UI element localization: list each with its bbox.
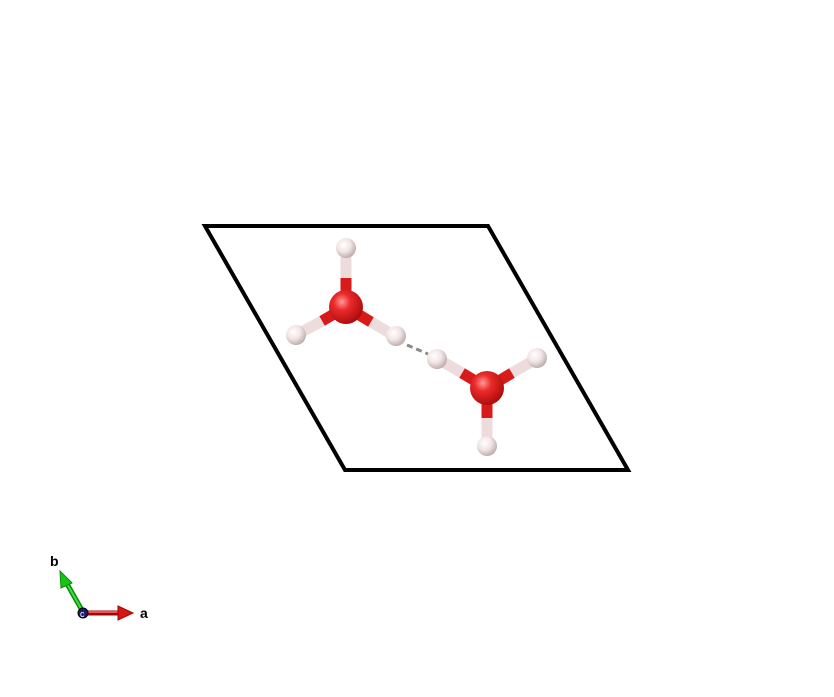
hydrogen-atom[interactable] xyxy=(477,436,497,456)
hydrogen-atom[interactable] xyxy=(336,238,356,258)
hydrogen-atom[interactable] xyxy=(286,325,306,345)
hydrogen-atom[interactable] xyxy=(386,326,406,346)
c-axis-origin xyxy=(77,607,89,619)
oxygen-atom[interactable] xyxy=(470,371,504,405)
water-molecule-1[interactable] xyxy=(286,238,406,346)
b-axis-label: b xyxy=(50,553,59,569)
water-molecule-2[interactable] xyxy=(427,348,547,456)
a-axis-arrow xyxy=(83,605,135,621)
hydrogen-atom[interactable] xyxy=(527,348,547,368)
a-axis-label: a xyxy=(140,605,148,621)
axis-triad: c a b xyxy=(50,553,148,621)
unit-cell xyxy=(201,224,632,472)
b-axis-arrow xyxy=(59,569,86,614)
c-axis-label: c xyxy=(80,609,85,619)
hydrogen-atom[interactable] xyxy=(427,349,447,369)
unit-cell-outline xyxy=(201,224,632,472)
hydrogen-bond xyxy=(406,343,429,356)
oxygen-atom[interactable] xyxy=(329,290,363,324)
